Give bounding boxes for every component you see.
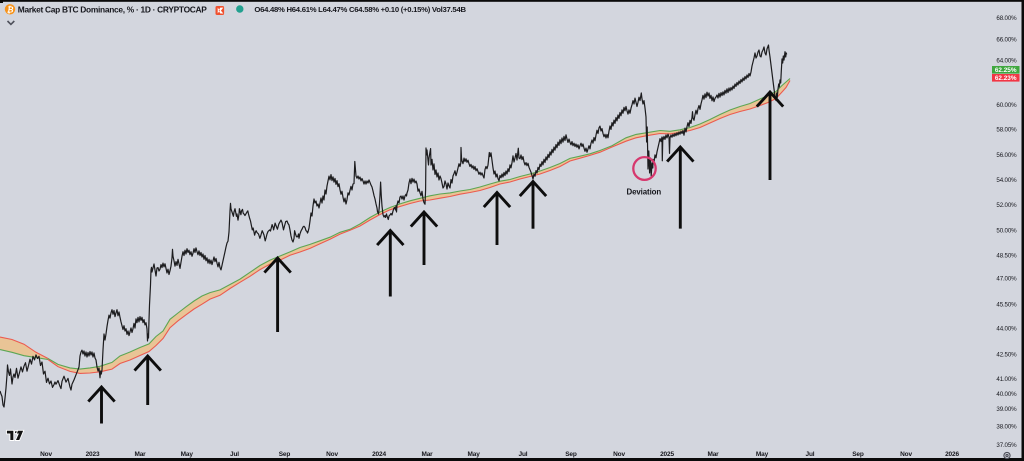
svg-text:Nov: Nov (326, 451, 338, 458)
svg-text:Jul: Jul (230, 451, 239, 458)
svg-text:Jul: Jul (519, 451, 528, 458)
svg-text:42.50%: 42.50% (996, 351, 1017, 358)
svg-text:Sep: Sep (852, 451, 864, 458)
svg-text:Nov: Nov (900, 451, 912, 458)
svg-text:58.00%: 58.00% (996, 126, 1017, 133)
svg-text:54.00%: 54.00% (996, 177, 1017, 184)
svg-text:2023: 2023 (86, 451, 100, 458)
svg-text:Mar: Mar (421, 451, 433, 458)
svg-text:39.00%: 39.00% (996, 406, 1017, 413)
svg-text:Mar: Mar (707, 451, 719, 458)
svg-text:48.50%: 48.50% (996, 252, 1017, 259)
svg-text:2024: 2024 (372, 451, 386, 458)
svg-text:Deviation: Deviation (627, 187, 662, 196)
svg-text:47.00%: 47.00% (996, 275, 1017, 282)
svg-text:May: May (467, 451, 480, 458)
svg-text:52.00%: 52.00% (996, 202, 1017, 209)
svg-text:45.50%: 45.50% (996, 301, 1017, 308)
svg-text:Sep: Sep (279, 451, 291, 458)
svg-text:May: May (756, 451, 769, 458)
svg-text:44.00%: 44.00% (996, 326, 1017, 333)
svg-text:O64.48% H64.61% L64.47% C64.58: O64.48% H64.61% L64.47% C64.58% +0.10 (+… (254, 5, 466, 14)
svg-text:64.00%: 64.00% (996, 57, 1017, 64)
svg-text:38.00%: 38.00% (996, 423, 1017, 430)
svg-text:37.05%: 37.05% (996, 442, 1017, 449)
svg-text:50.00%: 50.00% (996, 227, 1017, 234)
svg-text:66.00%: 66.00% (996, 36, 1017, 43)
svg-text:Nov: Nov (613, 451, 625, 458)
svg-text:62.25%: 62.25% (995, 67, 1017, 74)
svg-text:Jul: Jul (806, 451, 815, 458)
svg-text:₿: ₿ (7, 5, 14, 14)
svg-text:Market Cap BTC Dominance, % ·: Market Cap BTC Dominance, % · 1D · CRYPT… (18, 5, 207, 15)
svg-text:60.00%: 60.00% (996, 102, 1017, 109)
svg-text:40.00%: 40.00% (996, 391, 1017, 398)
svg-text:May: May (181, 451, 194, 458)
svg-text:Mar: Mar (134, 451, 146, 458)
svg-text:Nov: Nov (40, 451, 52, 458)
svg-text:56.00%: 56.00% (996, 152, 1017, 159)
svg-text:2025: 2025 (660, 451, 674, 458)
svg-text:41.00%: 41.00% (996, 376, 1017, 383)
svg-text:Sep: Sep (565, 451, 577, 458)
svg-text:2026: 2026 (945, 451, 959, 458)
svg-text:62.23%: 62.23% (995, 75, 1017, 82)
svg-text:68.00%: 68.00% (996, 15, 1017, 22)
